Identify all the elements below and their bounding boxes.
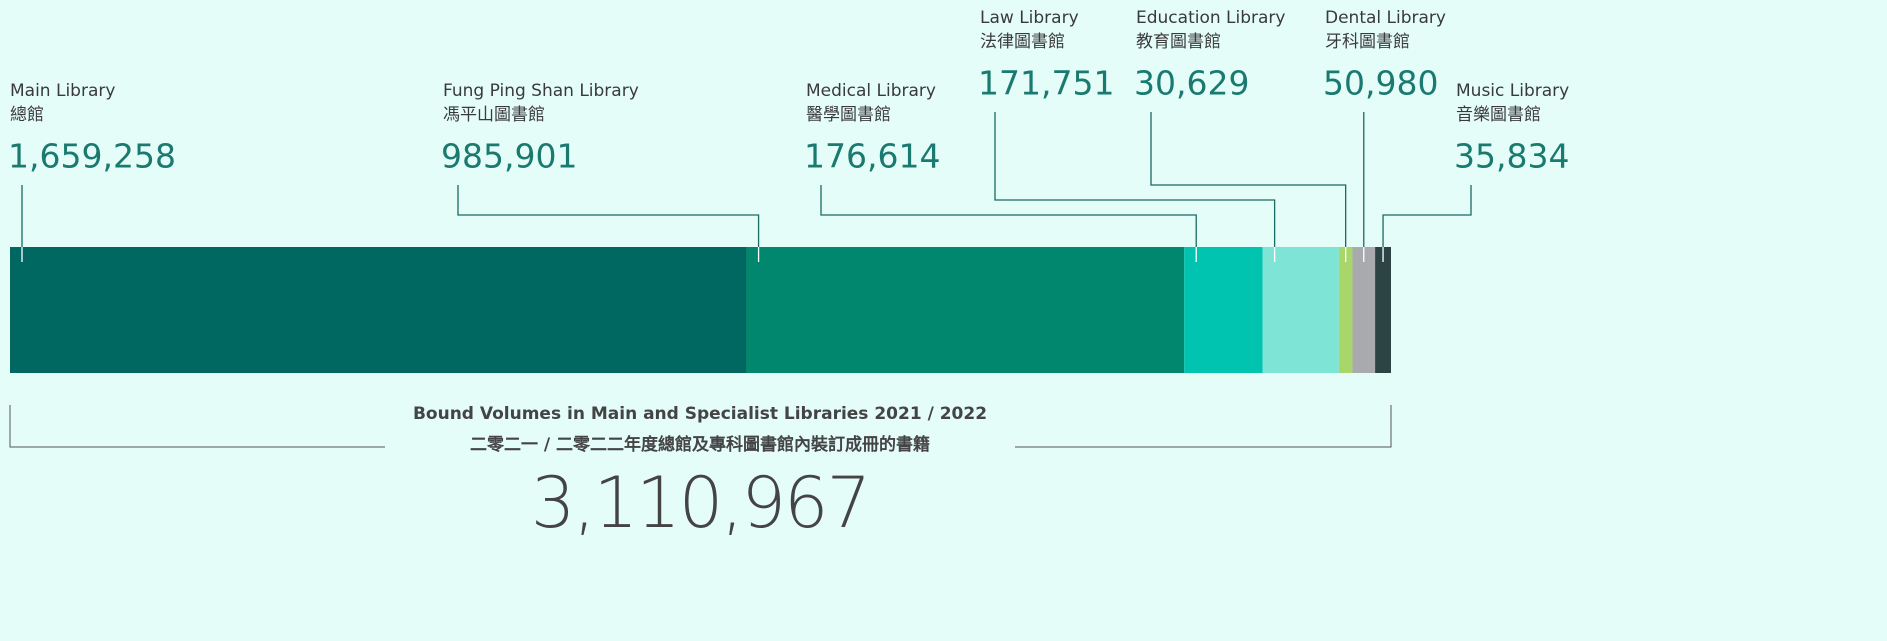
bar-segment	[10, 247, 747, 373]
leader-line	[1382, 185, 1472, 247]
label-name: Music Library	[1456, 81, 1569, 101]
chart-title-zh: 二零二一 / 二零二二年度總館及專科圖書館內裝訂成冊的書籍	[470, 434, 930, 455]
value-label: 985,901	[441, 137, 577, 176]
label-name-zh: 教育圖書館	[1136, 32, 1221, 52]
value-label: 35,834	[1454, 137, 1569, 176]
chart-title: Bound Volumes in Main and Specialist Lib…	[413, 404, 987, 424]
bracket	[9, 405, 1392, 448]
leader-line	[1150, 112, 1347, 247]
value-label: 176,614	[804, 137, 940, 176]
leader-line	[994, 112, 1276, 247]
bar-segment	[1375, 247, 1391, 373]
value-label: 171,751	[978, 64, 1114, 103]
leader-line	[457, 185, 760, 247]
label-name-zh: 法律圖書館	[980, 32, 1065, 52]
total: 3,110,967	[531, 462, 869, 544]
label-name-zh: 音樂圖書館	[1456, 105, 1541, 125]
value-label: 1,659,258	[8, 137, 176, 176]
value-label: 50,980	[1323, 64, 1438, 103]
label-name: Medical Library	[806, 81, 936, 101]
label-name: Law Library	[980, 8, 1079, 28]
label-name-zh: 總館	[10, 105, 44, 125]
bar-segment	[1262, 247, 1339, 373]
label-name-zh: 牙科圖書館	[1325, 32, 1410, 52]
label-name-zh: 馮平山圖書館	[443, 105, 545, 125]
bar-segment	[746, 247, 1185, 373]
value-label: 30,629	[1134, 64, 1249, 103]
label-name-zh: 醫學圖書館	[806, 105, 891, 125]
bar-segment	[1338, 247, 1353, 373]
bar-segment	[1184, 247, 1263, 373]
label-name: Education Library	[1136, 8, 1285, 28]
label-name: Dental Library	[1325, 8, 1446, 28]
label-name: Fung Ping Shan Library	[443, 81, 639, 101]
label-name: Main Library	[10, 81, 115, 101]
bar-segment	[1352, 247, 1376, 373]
leader-line	[820, 185, 1197, 247]
